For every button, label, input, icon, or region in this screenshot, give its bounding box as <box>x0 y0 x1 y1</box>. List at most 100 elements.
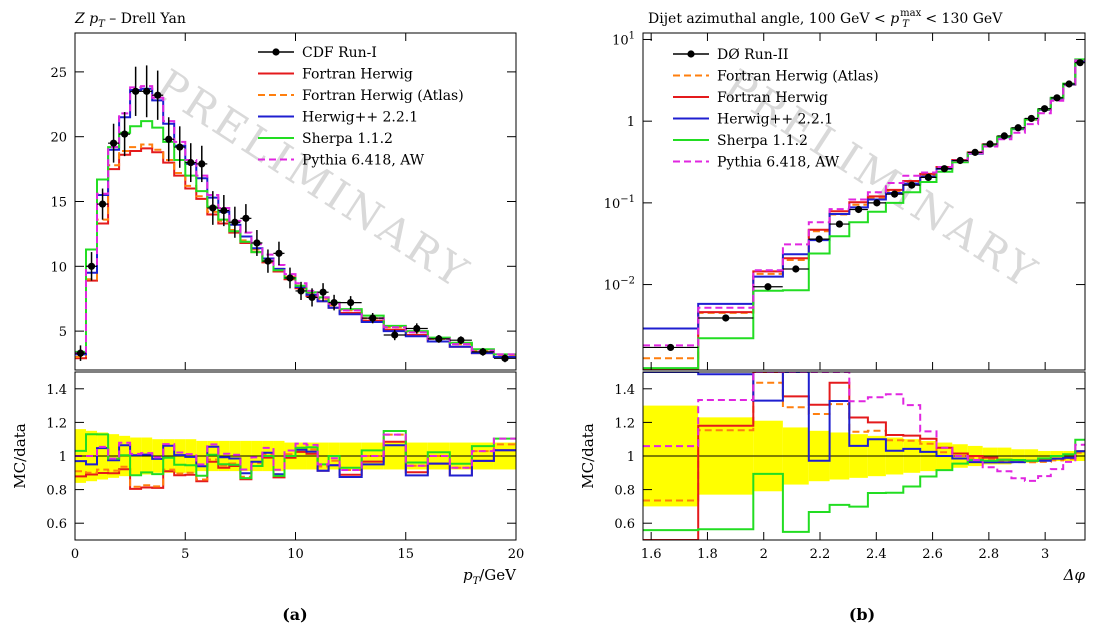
ratio-line-4 <box>643 372 1085 482</box>
data-point <box>1040 105 1049 113</box>
data-point <box>330 299 338 307</box>
ratio-y-axis-title: MC/data <box>579 423 597 488</box>
data-point <box>165 135 173 143</box>
data-point <box>1000 132 1008 140</box>
data-point <box>457 336 465 344</box>
x-tick-label: 1.6 <box>641 547 662 562</box>
data-point <box>319 288 327 296</box>
data-point <box>435 335 443 343</box>
series-line-0 <box>643 61 1085 360</box>
data-point <box>369 314 377 322</box>
legend: DØ Run-II Fortran Herwig (Atlas) Fortran H… <box>673 47 879 171</box>
x-axis-title-var: p <box>463 566 473 584</box>
caption-a: (a) <box>282 605 308 624</box>
data-point <box>764 283 772 291</box>
data-point <box>87 262 96 270</box>
legend-label: CDF Run-I <box>302 45 377 61</box>
ratio-y-tick-label: 1.4 <box>614 383 635 398</box>
data-point <box>109 139 118 147</box>
ratio-y-tick-label: 1 <box>59 450 67 465</box>
legend-label: Fortran Herwig (Atlas) <box>717 69 879 85</box>
data-point <box>297 287 305 295</box>
y-tick-exponent: 1 <box>629 30 635 41</box>
y-tick-exponent: −2 <box>620 276 635 287</box>
x-tick-label: 0 <box>71 547 79 562</box>
title-sub: T <box>902 19 910 30</box>
ratio-line-3 <box>643 438 1085 533</box>
data-point <box>391 331 399 339</box>
data-point <box>347 299 355 307</box>
series-line-2 <box>75 87 516 358</box>
x-tick-label: 2 <box>760 547 768 562</box>
x-axis-title: pT/GeV <box>463 566 517 587</box>
main-series-group <box>643 58 1085 370</box>
data-point <box>971 148 979 156</box>
ratio-y-axis-title: MC/data <box>11 423 29 488</box>
x-tick-label: 3 <box>1041 547 1049 562</box>
data-point <box>132 87 140 95</box>
series-line-1 <box>643 60 1085 370</box>
legend-label: Fortran Herwig <box>717 90 828 106</box>
data-point <box>835 220 844 228</box>
legend-label: Sherpa 1.1.2 <box>717 133 808 149</box>
ratio-series-group <box>75 430 516 490</box>
ratio-line-2 <box>643 372 1085 464</box>
ratio-y-tick-label: 1.2 <box>614 416 635 431</box>
x-tick-label: 2.2 <box>810 547 831 562</box>
main-frame <box>642 32 1086 371</box>
data-point <box>198 160 206 168</box>
legend: CDF Run-I Fortran Herwig Fortran Herwig (A… <box>258 45 464 169</box>
y-tick-exponent: −1 <box>620 194 635 205</box>
data-point <box>924 173 932 181</box>
ratio-y-tick-label: 0.8 <box>614 484 635 499</box>
data-point <box>1065 80 1073 88</box>
data-point <box>242 214 250 222</box>
x-axis-title-rest: /GeV <box>479 566 517 584</box>
title-sub: T <box>98 19 106 30</box>
ratio-y-tick-label: 1 <box>627 450 635 465</box>
data-point <box>264 257 272 265</box>
x-axis-title-sub: T <box>473 576 481 587</box>
data-point <box>76 349 85 357</box>
data-point <box>1027 114 1035 123</box>
x-tick-label: 1.8 <box>697 547 718 562</box>
data-point <box>220 206 228 215</box>
legend-label: Fortran Herwig (Atlas) <box>302 88 464 104</box>
ratio-line-3 <box>75 430 516 480</box>
legend-label: Pythia 6.418, AW <box>717 155 840 171</box>
ratio-y-tick-label: 1.2 <box>46 416 67 431</box>
data-point <box>286 274 294 282</box>
data-point <box>792 265 800 273</box>
ratio-series-group <box>643 372 1085 540</box>
legend-marker <box>687 50 695 58</box>
ratio-line-1 <box>75 433 516 488</box>
legend-marker <box>272 48 280 56</box>
y-tick-label: 25 <box>50 66 67 81</box>
data-point <box>666 343 675 352</box>
data-point <box>154 91 162 99</box>
title-sup: max <box>900 8 921 19</box>
ratio-y-tick-label: 0.8 <box>46 484 67 499</box>
ratio-line-4 <box>75 433 516 471</box>
data-points <box>75 65 516 363</box>
legend-label: DØ Run-II <box>717 47 789 63</box>
data-point <box>956 156 964 165</box>
title-main: Z <box>74 11 89 27</box>
y-tick-label: 10−1 <box>604 194 635 212</box>
y-tick-base: 10 <box>612 33 629 48</box>
data-point <box>121 130 129 138</box>
title-var: p <box>890 11 899 27</box>
y-tick-label: 10−2 <box>604 276 635 294</box>
y-tick-base: 10 <box>604 197 621 212</box>
legend-label: Fortran Herwig <box>302 67 413 83</box>
data-point <box>873 199 881 207</box>
x-axis-title: Δφ <box>1063 566 1086 584</box>
data-point <box>479 348 487 356</box>
legend-label: Pythia 6.418, AW <box>302 153 425 169</box>
series-line-4 <box>75 85 516 356</box>
data-point <box>176 143 184 151</box>
data-point <box>1053 94 1061 102</box>
legend-label: Sherpa 1.1.2 <box>302 131 393 147</box>
